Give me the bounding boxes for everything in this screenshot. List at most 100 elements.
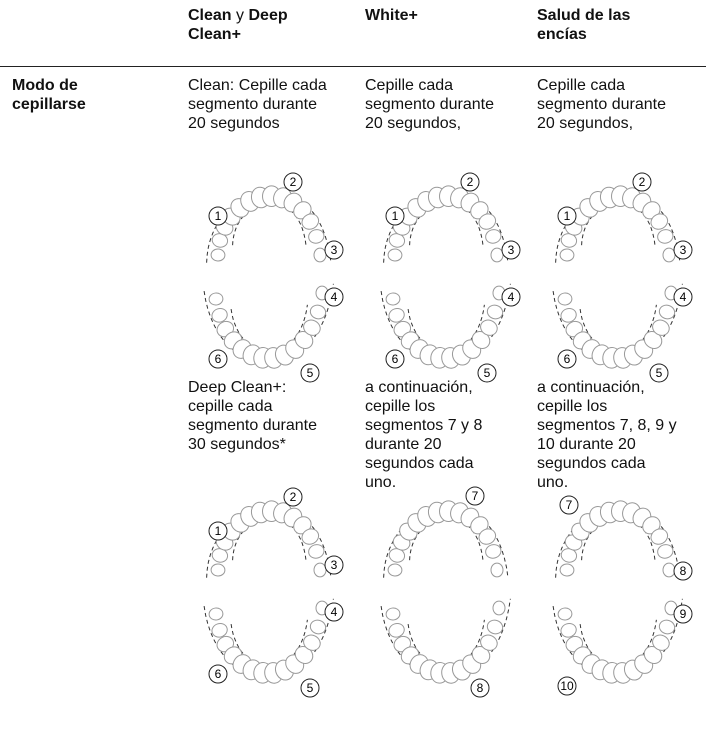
tooth (388, 622, 405, 638)
segment-marker (208, 521, 228, 541)
segment-number: 1 (564, 209, 571, 223)
segment-number: 8 (680, 564, 687, 578)
segment-marker (470, 678, 490, 698)
teeth-figure: 78 (380, 486, 511, 698)
header-cell: White+ (365, 6, 515, 25)
lower-arch: 9 10 (552, 598, 693, 696)
tooth (387, 248, 403, 262)
tooth (485, 544, 502, 559)
tooth (490, 562, 504, 578)
lower-arch: 4 5 6 (203, 283, 344, 383)
tooth (559, 248, 575, 262)
segment-number: 5 (307, 366, 314, 380)
segment-number: 5 (484, 366, 491, 380)
segment-outline (407, 619, 485, 668)
segment-number: 3 (680, 243, 687, 257)
segment-outline (230, 619, 308, 668)
segment-marker (673, 287, 693, 307)
segment-number: 9 (680, 607, 687, 621)
tooth (557, 607, 573, 621)
step-text: Cepille cada segmento durante 20 segundo… (365, 77, 494, 132)
segment-marker (557, 676, 577, 696)
segment-outline (230, 304, 308, 353)
tooth (478, 528, 497, 545)
tooth (486, 304, 504, 320)
lower-arch: 8 (380, 598, 511, 698)
tooth (478, 213, 497, 230)
tooth (211, 622, 228, 638)
tooth (309, 304, 327, 320)
tooth (210, 248, 226, 262)
step-text: Cepille cada segmento durante 20 segundo… (537, 77, 666, 132)
teeth-figure: 1 2 3 4 5 6 (203, 487, 344, 698)
tooth (492, 600, 506, 616)
segment-number: 4 (680, 290, 687, 304)
segment-marker (300, 678, 320, 698)
segment-marker (300, 363, 320, 383)
segment-number: 10 (560, 679, 574, 693)
header-cell: Salud de las encías (537, 6, 677, 44)
segment-marker (324, 240, 344, 260)
tooth (650, 528, 669, 545)
tooth (208, 292, 224, 306)
header-rule (0, 66, 706, 67)
segment-number: 3 (331, 558, 338, 572)
tooth (309, 619, 327, 635)
segment-marker (673, 561, 693, 581)
segment-number: 2 (290, 490, 297, 504)
header-text: Salud de las encías (537, 7, 631, 43)
tooth (301, 528, 320, 545)
teeth-figure: 1 2 3 4 5 6 (380, 172, 521, 383)
segment-number: 6 (564, 352, 571, 366)
tooth (559, 563, 575, 577)
tooth (480, 634, 498, 651)
segment-number: 1 (392, 209, 399, 223)
segment-marker (385, 206, 405, 226)
segment-marker (324, 555, 344, 575)
segment-marker (324, 287, 344, 307)
step-text: Deep Clean+: cepille cada segmento duran… (188, 379, 317, 453)
segment-marker (501, 240, 521, 260)
segment-number: 5 (307, 681, 314, 695)
step-text: a continuación, cepille los segmentos 7 … (365, 379, 483, 491)
segment-outline (579, 619, 657, 668)
segment-marker (632, 172, 652, 192)
header-text: Clean (188, 7, 232, 24)
segment-marker (283, 172, 303, 192)
segment-marker (649, 363, 669, 383)
tooth (303, 634, 321, 651)
segment-marker (557, 349, 577, 369)
tooth (658, 304, 676, 320)
segment-number: 5 (656, 366, 663, 380)
tooth (301, 213, 320, 230)
tooth (486, 619, 504, 635)
header-text: White+ (365, 7, 418, 24)
lower-arch: 4 5 6 (380, 283, 521, 383)
tooth (557, 292, 573, 306)
segment-marker (465, 486, 485, 506)
tooth (662, 247, 676, 263)
segment-marker (673, 604, 693, 624)
segment-marker (208, 664, 228, 684)
segment-marker (208, 206, 228, 226)
header-text: Deep Clean+ (188, 7, 288, 43)
segment-number: 3 (508, 243, 515, 257)
segment-number: 7 (566, 498, 573, 512)
upper-arch: 78 (555, 495, 693, 581)
segment-number: 6 (392, 352, 399, 366)
segment-number: 4 (331, 290, 338, 304)
tooth (560, 622, 577, 638)
tooth (485, 229, 502, 244)
step-text: Clean: Cepille cada segmento durante 20 … (188, 77, 327, 132)
tooth (211, 307, 228, 323)
teeth-figure: 1 2 3 4 5 6 (552, 172, 693, 383)
tooth (385, 292, 401, 306)
upper-arch: 1 2 3 (383, 172, 521, 263)
upper-arch: 1 2 3 (206, 172, 344, 263)
tooth (388, 307, 405, 323)
tooth (657, 544, 674, 559)
tooth (303, 319, 321, 336)
teeth-figure: 1 2 3 4 5 6 (203, 172, 344, 383)
